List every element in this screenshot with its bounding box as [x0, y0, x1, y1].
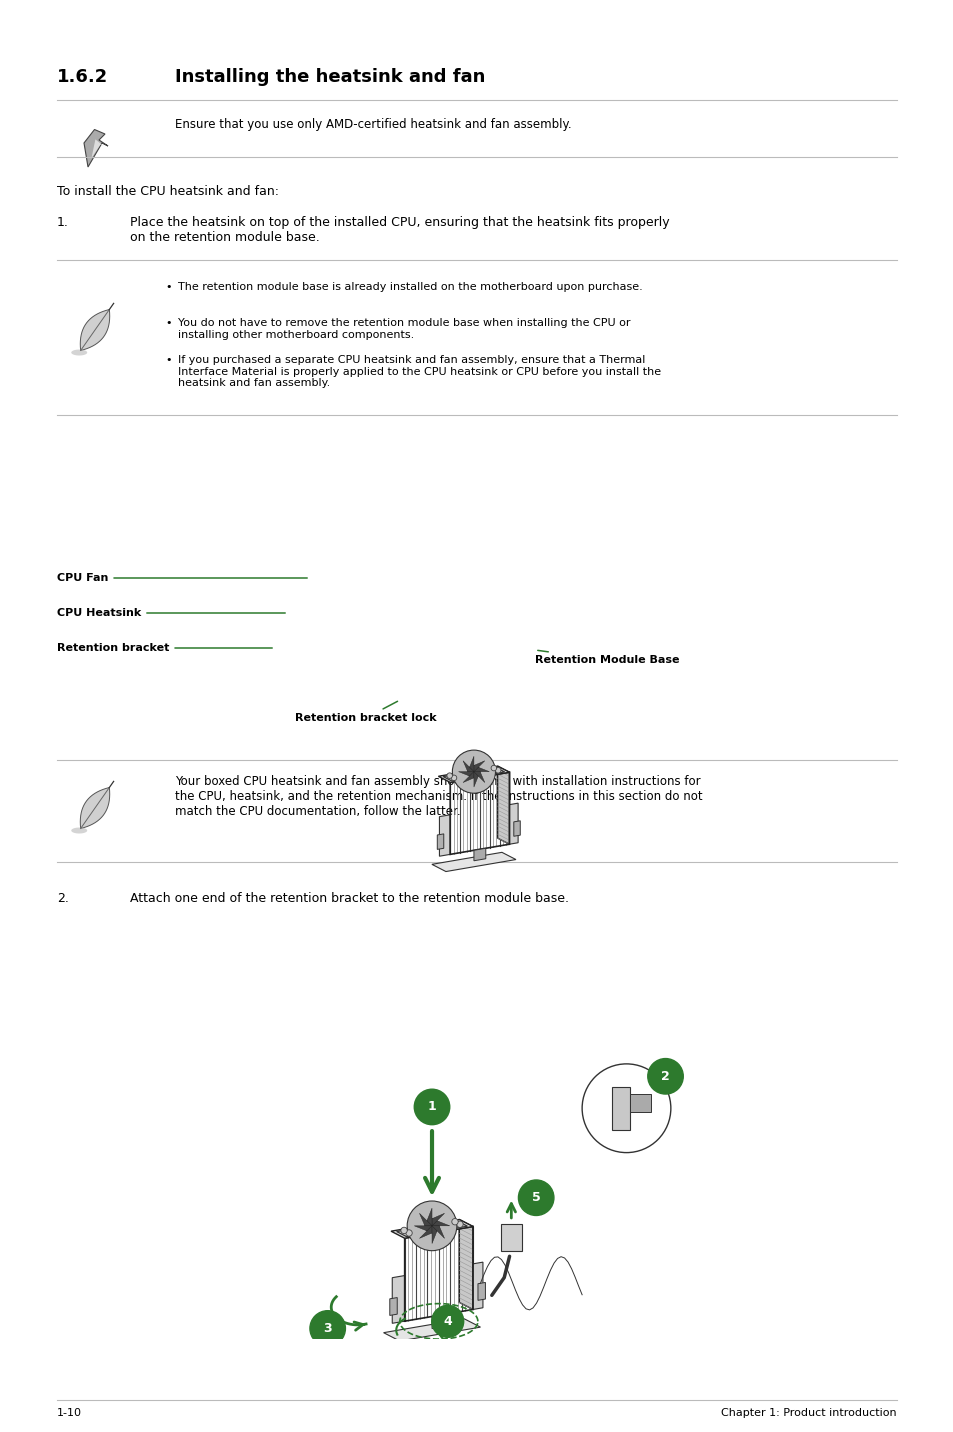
Polygon shape	[439, 815, 450, 856]
Polygon shape	[629, 1094, 651, 1111]
Text: CPU Heatsink: CPU Heatsink	[57, 609, 285, 619]
Circle shape	[432, 1306, 463, 1337]
Polygon shape	[419, 1213, 432, 1226]
Text: 5: 5	[531, 1191, 540, 1204]
Text: Your boxed CPU heatsink and fan assembly should come with installation instructi: Your boxed CPU heatsink and fan assembly…	[174, 775, 702, 818]
Text: 1: 1	[427, 1100, 436, 1114]
Text: CPU Fan: CPU Fan	[57, 573, 307, 583]
Polygon shape	[462, 772, 474, 782]
Text: 1.: 1.	[57, 216, 69, 229]
Polygon shape	[509, 803, 517, 845]
Circle shape	[647, 1058, 682, 1094]
Polygon shape	[432, 1226, 444, 1239]
Polygon shape	[458, 1220, 473, 1309]
Polygon shape	[80, 309, 110, 351]
Polygon shape	[458, 772, 474, 776]
Polygon shape	[432, 1213, 444, 1226]
Circle shape	[581, 1064, 670, 1153]
Polygon shape	[500, 1224, 521, 1252]
Polygon shape	[514, 821, 519, 836]
Polygon shape	[432, 852, 516, 872]
Circle shape	[400, 1227, 407, 1233]
Polygon shape	[443, 768, 504, 780]
Circle shape	[452, 1219, 457, 1224]
Polygon shape	[396, 1221, 467, 1237]
Polygon shape	[436, 833, 443, 849]
Circle shape	[517, 1180, 554, 1216]
Polygon shape	[383, 1319, 480, 1340]
Polygon shape	[474, 848, 485, 861]
Circle shape	[451, 775, 456, 780]
Circle shape	[446, 773, 452, 779]
Polygon shape	[474, 772, 484, 782]
Circle shape	[491, 765, 497, 770]
Polygon shape	[432, 1315, 445, 1329]
Polygon shape	[427, 1209, 432, 1226]
Polygon shape	[473, 1262, 482, 1309]
Polygon shape	[474, 768, 489, 772]
Text: Retention bracket: Retention bracket	[57, 643, 272, 653]
Text: Retention bracket lock: Retention bracket lock	[294, 702, 436, 723]
Circle shape	[452, 750, 495, 793]
Polygon shape	[391, 1220, 473, 1239]
Polygon shape	[71, 349, 87, 355]
Text: Attach one end of the retention bracket to the retention module base.: Attach one end of the retention bracket …	[130, 892, 568, 905]
Polygon shape	[474, 772, 477, 788]
Text: 1-10: 1-10	[57, 1408, 82, 1418]
Polygon shape	[390, 1297, 396, 1316]
Circle shape	[414, 1090, 449, 1124]
Polygon shape	[432, 1226, 436, 1243]
Polygon shape	[414, 1226, 432, 1232]
Text: The retention module base is already installed on the motherboard upon purchase.: The retention module base is already ins…	[178, 282, 642, 292]
Polygon shape	[419, 1226, 432, 1239]
Text: Ensure that you use only AMD-certified heatsink and fan assembly.: Ensure that you use only AMD-certified h…	[174, 117, 571, 130]
Text: Chapter 1: Product introduction: Chapter 1: Product introduction	[720, 1408, 896, 1418]
Text: 2: 2	[660, 1070, 669, 1083]
Text: You do not have to remove the retention module base when installing the CPU or
i: You do not have to remove the retention …	[178, 318, 630, 339]
Polygon shape	[477, 1283, 485, 1300]
Circle shape	[405, 1230, 412, 1236]
Circle shape	[424, 1219, 438, 1233]
Polygon shape	[80, 788, 110, 829]
Circle shape	[467, 766, 479, 778]
Polygon shape	[84, 129, 108, 168]
Polygon shape	[474, 760, 484, 772]
Text: 2.: 2.	[57, 892, 69, 905]
Text: Installing the heatsink and fan: Installing the heatsink and fan	[174, 67, 485, 86]
Text: 4: 4	[443, 1315, 452, 1327]
Polygon shape	[497, 766, 509, 845]
Polygon shape	[392, 1276, 404, 1323]
Text: Place the heatsink on top of the installed CPU, ensuring that the heatsink fits : Place the heatsink on top of the install…	[130, 216, 669, 243]
Circle shape	[407, 1201, 456, 1250]
Text: •: •	[165, 318, 172, 328]
Text: •: •	[165, 355, 172, 365]
Polygon shape	[432, 1220, 449, 1226]
Text: 1.6.2: 1.6.2	[57, 67, 108, 86]
Circle shape	[310, 1310, 345, 1346]
Polygon shape	[91, 139, 103, 158]
Polygon shape	[469, 756, 474, 772]
Text: •: •	[165, 282, 172, 292]
Polygon shape	[438, 766, 509, 782]
Text: Retention Module Base: Retention Module Base	[535, 650, 679, 664]
Polygon shape	[612, 1087, 629, 1130]
Polygon shape	[462, 760, 474, 772]
Circle shape	[456, 1221, 462, 1227]
Text: To install the CPU heatsink and fan:: To install the CPU heatsink and fan:	[57, 185, 278, 198]
Text: If you purchased a separate CPU heatsink and fan assembly, ensure that a Thermal: If you purchased a separate CPU heatsink…	[178, 355, 660, 388]
Circle shape	[495, 768, 500, 773]
Polygon shape	[71, 828, 87, 833]
Text: 3: 3	[323, 1322, 332, 1335]
